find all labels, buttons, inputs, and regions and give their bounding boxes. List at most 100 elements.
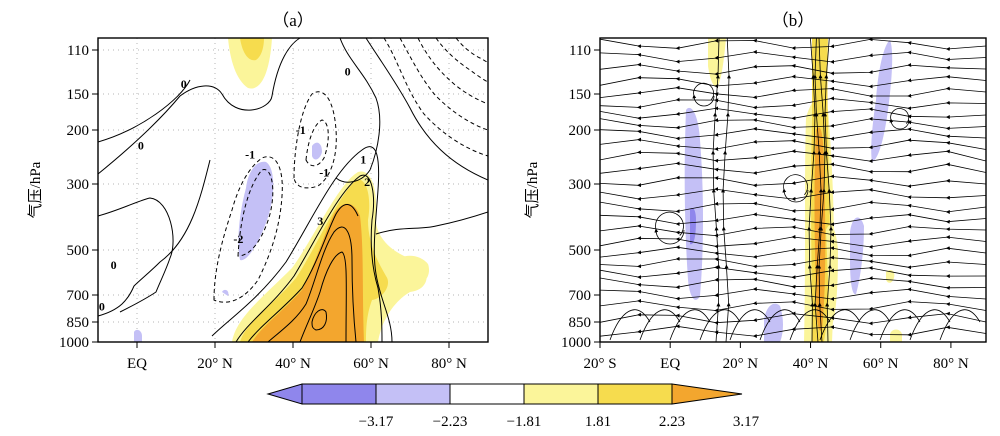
streamline bbox=[609, 309, 651, 341]
streamline bbox=[600, 137, 986, 151]
dash-minus-one-upper bbox=[293, 91, 337, 189]
contour-label: 3 bbox=[317, 214, 323, 228]
contour-three bbox=[247, 204, 359, 342]
contour-label: -2 bbox=[233, 232, 243, 246]
streamline bbox=[849, 309, 891, 341]
panel-b-frame bbox=[599, 37, 987, 343]
y-tick-label: 500 bbox=[569, 243, 592, 259]
shade-purple-tiny bbox=[222, 289, 229, 296]
y-tick-label: 1000 bbox=[561, 335, 591, 351]
contour-label: -1 bbox=[319, 165, 329, 179]
streamline bbox=[600, 265, 986, 280]
shade-orange-lobe bbox=[252, 203, 364, 342]
colorbar-label: 3.17 bbox=[733, 414, 760, 430]
streamline bbox=[600, 38, 986, 52]
streamline bbox=[600, 116, 986, 131]
streamline bbox=[600, 187, 986, 201]
streamline bbox=[692, 82, 715, 107]
y-tick-label: 850 bbox=[67, 315, 90, 331]
streamline bbox=[879, 309, 921, 341]
streamline bbox=[782, 174, 809, 203]
contour-inner-a bbox=[267, 226, 357, 342]
colorbar-right-tip bbox=[671, 383, 743, 405]
panel-a-contours bbox=[98, 38, 488, 342]
colorbar-label: 2.23 bbox=[659, 414, 685, 430]
y-tick-label: 110 bbox=[67, 43, 89, 59]
panel-b-xaxis: 20° S EQ 20° N 40° N 60° N 80° N bbox=[583, 342, 969, 372]
streamline bbox=[819, 309, 861, 341]
panel-b: （b） 气压/hPa 110 150 200 300 500 700 850 1000 20°… bbox=[524, 11, 987, 372]
streamline bbox=[823, 38, 834, 342]
streamline bbox=[600, 245, 986, 259]
shadeb-yellow-1 bbox=[708, 38, 726, 87]
dash-right-1 bbox=[383, 38, 488, 157]
panel-a-dashed bbox=[213, 38, 488, 303]
colorbar-label: −2.23 bbox=[433, 414, 468, 430]
colorbar-segment bbox=[449, 383, 525, 405]
contour-zero-lower bbox=[98, 197, 174, 313]
streamline bbox=[600, 96, 986, 111]
x-tick-label: 60° N bbox=[353, 356, 389, 372]
streamline bbox=[600, 324, 986, 339]
panel-a-shading bbox=[134, 38, 430, 342]
x-tick-label: EQ bbox=[660, 356, 680, 372]
dash-right-2 bbox=[399, 38, 488, 131]
panel-b-ylabel: 气压/hPa bbox=[524, 161, 541, 218]
contour-label: 1 bbox=[360, 153, 366, 167]
streamline bbox=[600, 126, 986, 141]
streamline bbox=[813, 38, 824, 342]
shade-purple-main bbox=[238, 161, 274, 261]
streamline bbox=[600, 85, 986, 100]
streamline bbox=[600, 298, 986, 313]
streamline bbox=[600, 74, 986, 89]
streamline bbox=[600, 149, 986, 164]
streamline bbox=[600, 200, 986, 214]
shadeb-purple-4 bbox=[764, 303, 783, 342]
contour-label: 0 bbox=[345, 64, 351, 78]
contour-one bbox=[211, 146, 393, 342]
contour-zero-top bbox=[98, 38, 301, 175]
contour-label: 0 bbox=[111, 258, 117, 272]
panel-b-streamlines bbox=[600, 38, 986, 342]
y-tick-label: 110 bbox=[569, 43, 591, 59]
streamline bbox=[600, 106, 986, 121]
streamline bbox=[600, 255, 986, 270]
panel-a-xaxis: EQ 20° N 40° N 60° N 80° N bbox=[127, 342, 467, 372]
contour-label: 2 bbox=[364, 175, 370, 189]
streamline bbox=[699, 309, 741, 341]
y-tick-label: 850 bbox=[569, 315, 592, 331]
streamline bbox=[600, 62, 986, 76]
streamline bbox=[600, 161, 986, 176]
shade-mid-top bbox=[240, 38, 264, 61]
contour-inner-b bbox=[299, 251, 347, 342]
streamline bbox=[721, 38, 732, 342]
shadeb-yellow-5 bbox=[890, 329, 902, 342]
y-tick-label: 150 bbox=[569, 87, 592, 103]
x-tick-label: 20° S bbox=[583, 356, 616, 372]
x-tick-label: 80° N bbox=[933, 356, 969, 372]
dash-right-5 bbox=[455, 38, 488, 63]
panel-a-label: （a） bbox=[272, 11, 314, 30]
panel-a-ylabel: 气压/hPa bbox=[27, 161, 44, 218]
dash-right-4 bbox=[435, 38, 488, 83]
y-tick-label: 1000 bbox=[59, 335, 89, 351]
shade-purple-small bbox=[312, 142, 322, 160]
contour-right-a bbox=[365, 38, 488, 181]
contour-right-b bbox=[375, 211, 488, 235]
contour-zero-right bbox=[335, 38, 381, 183]
panel-a-yaxis: 110 150 200 300 500 700 850 1000 bbox=[59, 43, 98, 351]
y-tick-label: 700 bbox=[569, 288, 592, 304]
x-tick-label: 20° N bbox=[723, 356, 759, 372]
y-tick-label: 150 bbox=[67, 87, 90, 103]
contour-label: 0 bbox=[99, 299, 105, 313]
colorbar-segment bbox=[301, 383, 377, 405]
streamline bbox=[600, 287, 986, 301]
streamline bbox=[939, 309, 981, 341]
contour-two bbox=[235, 174, 383, 342]
streamline bbox=[600, 212, 986, 227]
colorbar: −3.17 −2.23 −1.81 1.81 2.23 3.17 bbox=[266, 383, 760, 430]
contour-label: -1 bbox=[296, 123, 306, 137]
streamline bbox=[789, 309, 831, 341]
x-tick-label: 40° N bbox=[793, 356, 829, 372]
panel-a: （a） 气压/hPa bbox=[27, 11, 489, 372]
